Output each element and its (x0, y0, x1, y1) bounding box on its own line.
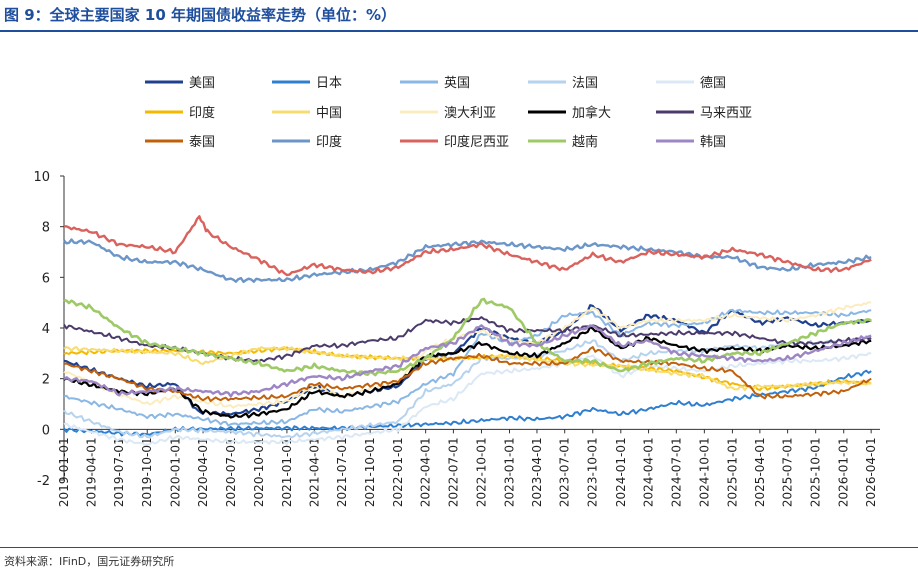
legend-label: 印度 (316, 134, 342, 150)
x-tick-label: 2020-10-01 (252, 437, 266, 507)
legend-label: 马来西亚 (700, 106, 752, 121)
y-tick-label: 10 (33, 170, 50, 185)
source-divider (0, 547, 918, 548)
legend-label: 越南 (572, 134, 598, 150)
x-tick-label: 2022-01-01 (391, 437, 405, 507)
series-line (63, 238, 872, 284)
y-tick-label: 8 (42, 221, 50, 236)
legend-label: 印度 (189, 105, 215, 121)
legend-label: 澳大利亚 (444, 105, 496, 121)
x-tick-label: 2024-01-01 (614, 437, 628, 507)
title-divider (0, 30, 918, 32)
series-line (63, 215, 872, 277)
chart-series (63, 215, 872, 446)
series-line (63, 325, 872, 419)
x-tick-label: 2023-04-01 (530, 437, 544, 507)
legend-label: 韩国 (700, 135, 726, 150)
x-tick-label: 2019-07-01 (112, 437, 126, 507)
x-tick-label: 2025-10-01 (809, 437, 823, 507)
y-tick-label: 2 (42, 373, 50, 388)
series-line (63, 352, 872, 446)
y-tick-label: 6 (42, 271, 50, 286)
x-tick-label: 2024-10-01 (697, 437, 711, 507)
x-tick-label: 2026-01-01 (837, 437, 851, 507)
x-tick-label: 2023-10-01 (586, 437, 600, 507)
x-tick-label: 2020-04-01 (196, 437, 210, 507)
x-tick-label: 2021-01-01 (280, 437, 294, 507)
x-tick-label: 2023-01-01 (503, 437, 517, 507)
x-tick-label: 2021-04-01 (307, 437, 321, 507)
series-line (63, 308, 872, 427)
chart-title: 图 9：全球主要国家 10 年期国债收益率走势（单位：%） (4, 6, 397, 24)
x-tick-label: 2022-10-01 (474, 437, 488, 507)
legend-label: 美国 (189, 76, 215, 91)
x-tick-label: 2024-04-01 (642, 437, 656, 507)
legend-label: 泰国 (189, 135, 215, 150)
x-tick-label: 2025-04-01 (753, 437, 767, 507)
x-tick-label: 2024-07-01 (669, 437, 683, 507)
legend-label: 德国 (700, 76, 726, 91)
series-line (63, 304, 872, 416)
x-tick-label: 2021-10-01 (363, 437, 377, 507)
x-tick-label: 2019-04-01 (84, 437, 98, 507)
legend-label: 法国 (572, 76, 598, 91)
series-line (63, 335, 872, 439)
legend-label: 加拿大 (572, 105, 611, 121)
x-tick-label: 2020-07-01 (224, 437, 238, 507)
x-tick-label: 2022-07-01 (446, 437, 460, 507)
x-tick-label: 2020-01-01 (168, 437, 182, 507)
series-line (63, 369, 872, 437)
legend-label: 日本 (316, 76, 342, 91)
x-tick-label: 2019-01-01 (57, 437, 71, 507)
chart-axes: -2 0 2 4 6 8 10 2019-01-01 2019-04-01 2019-07-01 2… (33, 170, 880, 507)
x-tick-label: 2022-04-01 (419, 437, 433, 507)
x-tick-label: 2025-01-01 (725, 437, 739, 507)
y-tick-label: 0 (42, 423, 50, 438)
y-tick-label: 4 (42, 322, 50, 337)
series-line (63, 297, 872, 377)
legend-label: 印度尼西亚 (444, 134, 509, 150)
series-line (63, 324, 872, 398)
series-line (63, 346, 872, 402)
legend-label: 中国 (316, 106, 342, 121)
x-tick-label: 2023-07-01 (558, 437, 572, 507)
x-tick-label: 2026-04-01 (864, 437, 878, 507)
source-note: 资料来源：IFinD，国元证券研究所 (4, 555, 175, 568)
x-tick-label: 2025-07-01 (781, 437, 795, 507)
legend-label: 英国 (444, 76, 470, 91)
x-tick-label: 2021-07-01 (335, 437, 349, 507)
y-tick-label: -2 (37, 474, 50, 489)
x-tick-label: 2019-10-01 (140, 437, 154, 507)
